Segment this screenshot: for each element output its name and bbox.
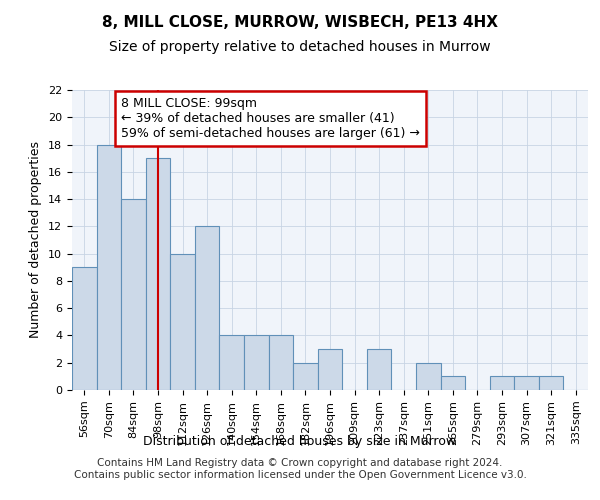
Bar: [170, 254, 195, 390]
Bar: [490, 376, 514, 390]
Bar: [440, 376, 465, 390]
Y-axis label: Number of detached properties: Number of detached properties: [29, 142, 43, 338]
Bar: [121, 199, 146, 390]
Bar: [293, 362, 318, 390]
Text: Contains HM Land Registry data © Crown copyright and database right 2024.
Contai: Contains HM Land Registry data © Crown c…: [74, 458, 526, 480]
Bar: [269, 336, 293, 390]
Bar: [146, 158, 170, 390]
Bar: [97, 144, 121, 390]
Text: Size of property relative to detached houses in Murrow: Size of property relative to detached ho…: [109, 40, 491, 54]
Bar: [195, 226, 220, 390]
Bar: [318, 349, 342, 390]
Text: Distribution of detached houses by size in Murrow: Distribution of detached houses by size …: [143, 435, 457, 448]
Bar: [514, 376, 539, 390]
Text: 8, MILL CLOSE, MURROW, WISBECH, PE13 4HX: 8, MILL CLOSE, MURROW, WISBECH, PE13 4HX: [102, 15, 498, 30]
Text: 8 MILL CLOSE: 99sqm
← 39% of detached houses are smaller (41)
59% of semi-detach: 8 MILL CLOSE: 99sqm ← 39% of detached ho…: [121, 97, 420, 140]
Bar: [367, 349, 391, 390]
Bar: [416, 362, 440, 390]
Bar: [539, 376, 563, 390]
Bar: [244, 336, 269, 390]
Bar: [72, 268, 97, 390]
Bar: [220, 336, 244, 390]
